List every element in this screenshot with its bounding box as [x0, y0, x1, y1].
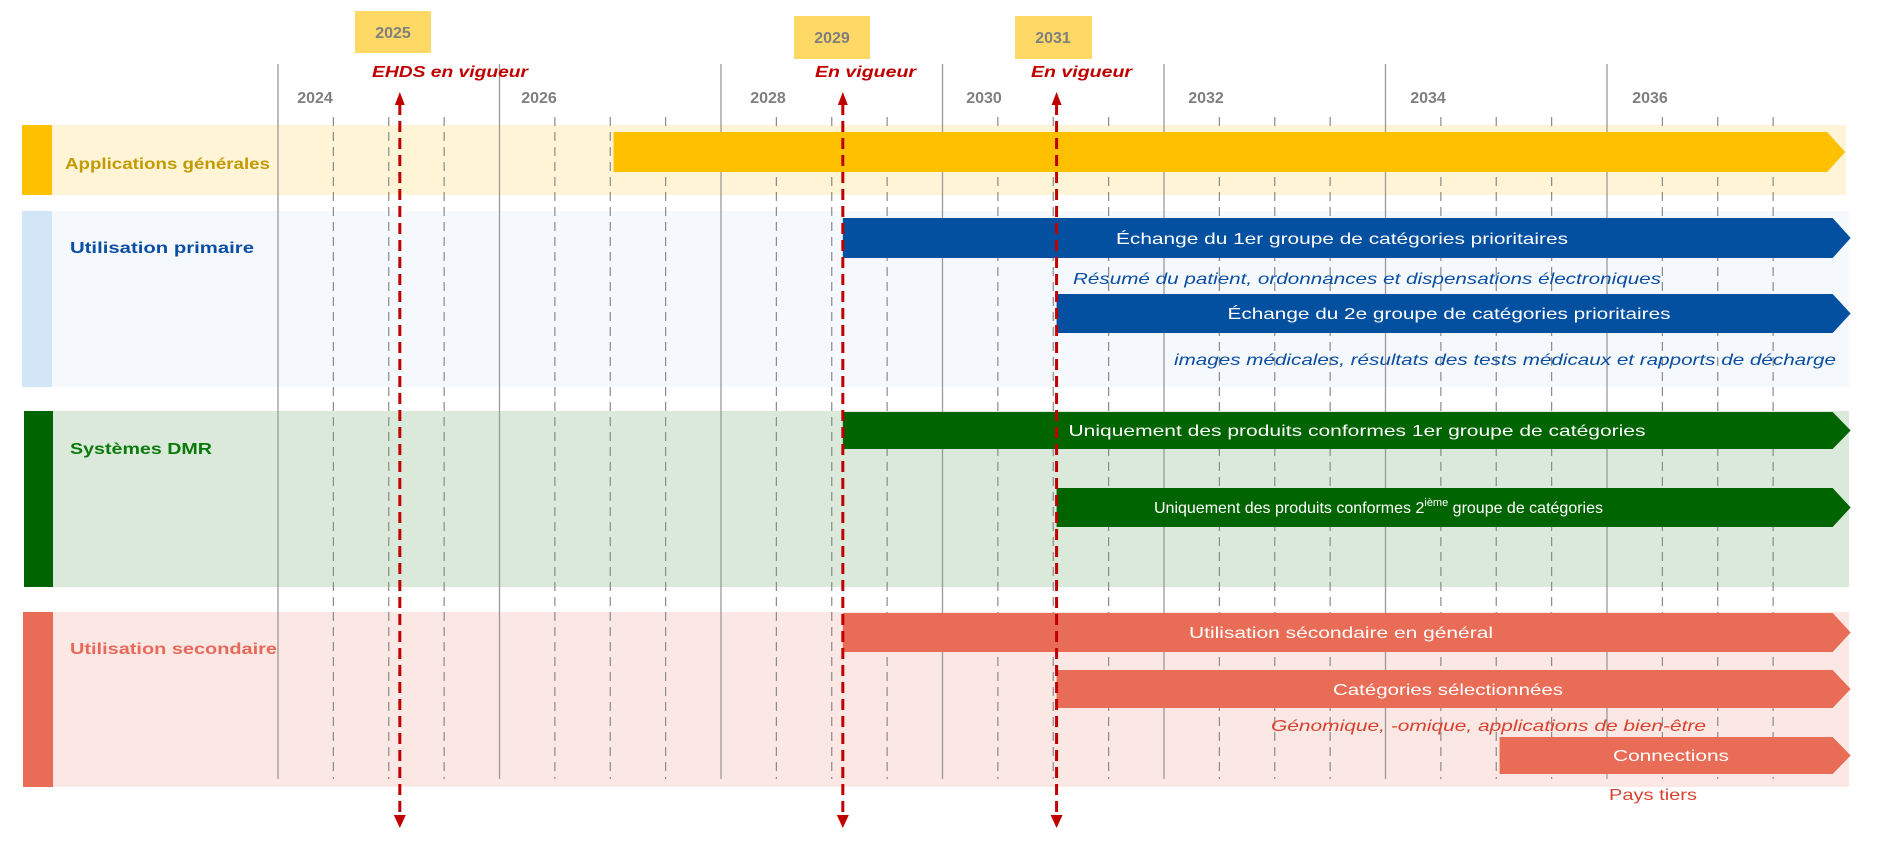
arrow-down-icon — [1050, 815, 1063, 828]
year-label: 2032 — [1188, 90, 1224, 107]
bar-label: Échange du 2e groupe de catégories prior… — [1228, 304, 1671, 323]
bars — [613, 132, 1851, 774]
year-label: 2034 — [1410, 90, 1446, 107]
milestone-year-label: 2025 — [375, 25, 411, 42]
milestone-text: En vigueur — [1031, 64, 1133, 81]
band-label-primaire: Utilisation primaire — [70, 240, 254, 257]
note-resume-patient: Résumé du patient, ordonnances et dispen… — [1073, 271, 1661, 288]
year-label: 2024 — [297, 90, 333, 107]
band-dmr-side — [24, 411, 53, 587]
bar-dmr-2e-groupe — [1056, 488, 1851, 527]
milestone-year-label: 2031 — [1035, 30, 1071, 47]
year-label: 2036 — [1632, 90, 1668, 107]
year-label: 2026 — [521, 90, 557, 107]
band-label-applications: Applications générales — [65, 156, 270, 173]
bar-secondaire-general — [842, 613, 1851, 652]
arrow-up-icon — [837, 92, 848, 105]
milestone-year-box — [794, 16, 870, 59]
arrow-down-icon — [836, 815, 849, 828]
milestone-markers — [393, 92, 1063, 828]
bar-label: Connections — [1613, 748, 1729, 765]
band-label-secondaire: Utilisation secondaire — [70, 641, 277, 658]
arrow-up-icon — [1051, 92, 1062, 105]
milestone-text: EHDS en vigueur — [372, 64, 529, 81]
bar-label: Catégories sélectionnées — [1333, 682, 1563, 699]
bar-echange-1er-groupe — [842, 218, 1851, 258]
band-primary-side — [22, 211, 52, 387]
bar-label: Uniquement des produits conformes 2ième … — [1154, 497, 1603, 517]
note-pays-tiers: Pays tiers — [1609, 787, 1697, 804]
bar-categories-selectionnees — [1056, 670, 1851, 708]
milestone-year-box — [1015, 16, 1092, 59]
band-apps-side — [22, 125, 52, 195]
year-labels: 2024 2026 2028 2030 2032 2034 2036 — [297, 90, 1668, 107]
bar-connections — [1499, 737, 1851, 774]
band-secondary-side — [23, 612, 53, 787]
milestone-year-label: 2029 — [814, 30, 850, 47]
milestone-year-box — [355, 11, 431, 53]
year-label: 2030 — [966, 90, 1002, 107]
bar-label-superscript: ième — [1424, 497, 1448, 509]
bar-applications-generales — [613, 132, 1846, 172]
band-label-dmr: Systèmes DMR — [70, 441, 213, 458]
bar-label: Utilisation sécondaire en général — [1189, 625, 1493, 642]
milestone-text: En vigueur — [815, 64, 917, 81]
bar-label-part: Uniquement des produits conformes 2 — [1154, 500, 1424, 517]
note-images-medicales: images médicales, résultats des tests mé… — [1174, 352, 1836, 369]
bar-label-part: groupe de catégories — [1448, 500, 1603, 517]
bar-echange-2e-groupe — [1056, 294, 1851, 333]
arrow-down-icon — [393, 815, 406, 828]
bar-label: Uniquement des produits conformes 1er gr… — [1069, 423, 1646, 440]
bar-dmr-1er-groupe — [842, 412, 1851, 449]
year-label: 2028 — [750, 90, 786, 107]
bar-label: Échange du 1er groupe de catégories prio… — [1116, 229, 1568, 248]
arrow-up-icon — [394, 92, 405, 105]
note-genomique: Génomique, -omique, applications de bien… — [1271, 718, 1706, 735]
